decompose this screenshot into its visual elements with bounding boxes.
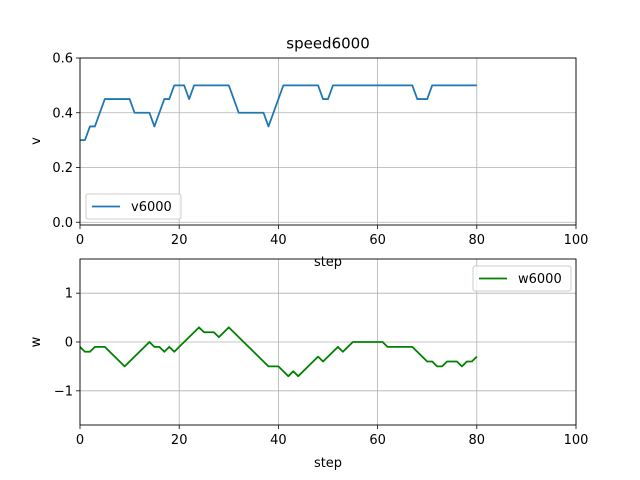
bottom-subplot-angular: 0 20 40 60 80 100 −1 0 1 step w w6000 [29,258,589,471]
bottom-series-layer [79,326,478,378]
top-chart-title: speed6000 [286,35,370,53]
top-legend: v6000 [85,193,182,220]
x-tick-label: 60 [369,433,386,448]
bottom-x-axis-label: step [314,456,342,471]
top-axes-frame [79,57,577,226]
x-tick-label: 40 [270,433,287,448]
top-legend-box [85,193,182,220]
x-tick-label: 80 [469,233,486,248]
series-line-w6000 [79,326,478,378]
top-legend-entry-v6000: v6000 [131,200,172,215]
x-tick-label: 20 [171,233,188,248]
top-series-layer [80,84,477,142]
bottom-legend-entry-w6000: w6000 [518,272,562,287]
x-tick-label: 0 [76,433,84,448]
y-tick-label: 0.6 [52,52,73,67]
x-tick-label: 80 [469,433,486,448]
bottom-legend-box [472,265,572,292]
y-tick-label: 1 [65,287,73,302]
top-x-axis-label: step [314,255,342,270]
series-line-v6000 [80,84,477,142]
x-tick-label: 40 [270,233,287,248]
y-tick-label: 0.0 [52,216,73,231]
top-ticks: 0 20 40 60 80 100 0.0 0.2 0.4 0.6 [52,52,588,249]
y-tick-label: 0.4 [52,106,73,121]
bottom-legend: w6000 [472,265,572,292]
top-y-axis-label: v [29,137,44,145]
x-tick-label: 20 [171,433,188,448]
y-tick-label: −1 [54,384,73,399]
x-tick-label: 60 [369,233,386,248]
x-tick-label: 100 [564,433,589,448]
x-tick-label: 100 [564,233,589,248]
y-tick-label: 0.2 [52,161,73,176]
x-tick-label: 0 [76,233,84,248]
bottom-ticks: 0 20 40 60 80 100 −1 0 1 [54,287,589,448]
bottom-y-axis-label: w [29,336,44,347]
y-tick-label: 0 [65,336,73,351]
